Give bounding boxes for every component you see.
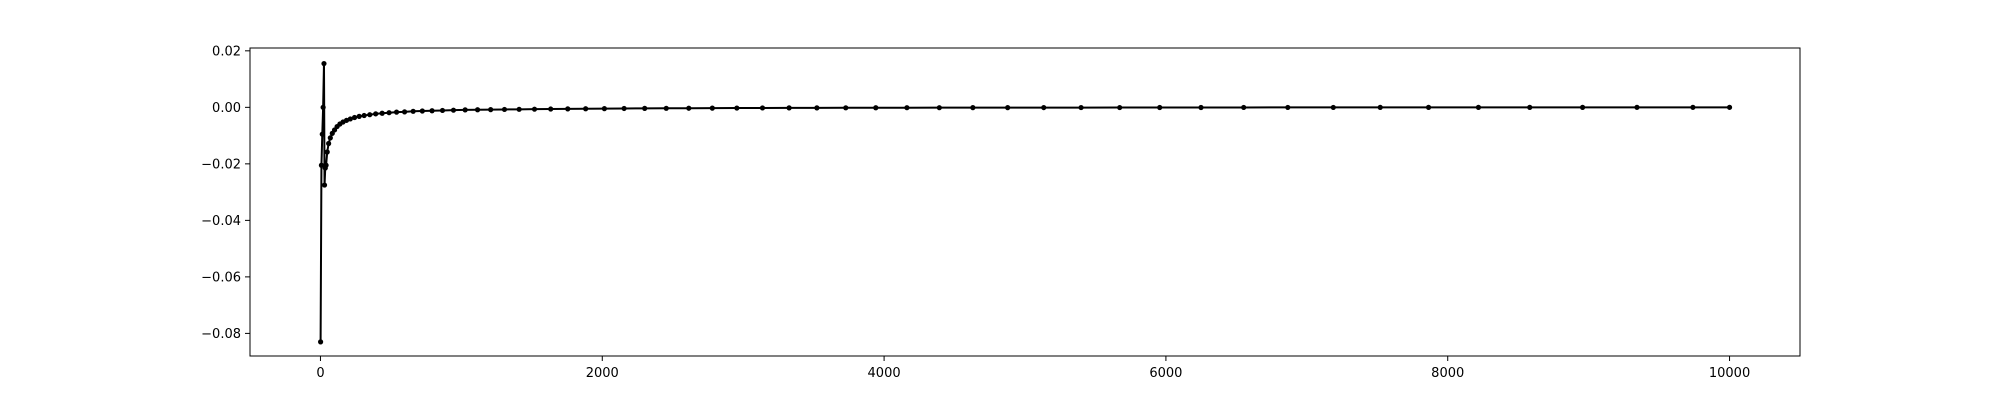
data-point bbox=[843, 105, 849, 111]
data-point bbox=[709, 105, 715, 111]
data-point bbox=[327, 135, 333, 141]
series-line bbox=[319, 62, 1730, 342]
data-point bbox=[319, 131, 325, 137]
data-point bbox=[642, 105, 648, 111]
data-point bbox=[1377, 104, 1383, 110]
data-point bbox=[904, 105, 910, 111]
x-tick-label: 2000 bbox=[586, 366, 619, 381]
data-point bbox=[488, 107, 494, 113]
x-axis: 0 2000 4000 6000 8000 10000 bbox=[316, 356, 1750, 381]
data-point bbox=[1241, 104, 1247, 111]
data-point bbox=[1285, 104, 1291, 111]
data-point bbox=[474, 107, 481, 113]
data-point bbox=[1157, 104, 1163, 111]
data-point bbox=[873, 105, 879, 111]
data-point bbox=[1330, 104, 1336, 111]
data-point bbox=[663, 105, 669, 111]
data-point bbox=[1041, 104, 1047, 111]
data-point bbox=[1690, 104, 1696, 110]
data-point bbox=[323, 162, 329, 168]
data-point bbox=[419, 108, 425, 114]
data-point bbox=[450, 107, 457, 113]
data-point bbox=[601, 106, 607, 112]
x-tick-label: 10000 bbox=[1709, 366, 1750, 381]
y-tick-label: 0.02 bbox=[212, 44, 241, 59]
data-point bbox=[1726, 104, 1733, 110]
data-point bbox=[356, 113, 362, 119]
data-point bbox=[351, 114, 358, 121]
data-point bbox=[347, 116, 353, 122]
data-point bbox=[324, 149, 330, 155]
data-point bbox=[379, 110, 385, 116]
data-point bbox=[429, 108, 435, 114]
data-point bbox=[386, 110, 392, 116]
data-point bbox=[1117, 104, 1123, 111]
data-point bbox=[814, 105, 820, 111]
data-point bbox=[936, 105, 942, 111]
data-point bbox=[373, 111, 379, 117]
x-tick-label: 0 bbox=[316, 366, 324, 381]
data-point bbox=[1475, 104, 1482, 110]
y-axis: 0.02 0.00 −0.02 −0.04 −0.06 −0.08 bbox=[201, 44, 250, 342]
y-tick-label: 0.00 bbox=[212, 101, 241, 116]
data-point bbox=[786, 105, 792, 111]
data-point bbox=[1527, 104, 1533, 110]
axes-frame bbox=[249, 47, 1801, 357]
data-point bbox=[367, 112, 373, 118]
data-point bbox=[401, 109, 408, 115]
data-point bbox=[1198, 104, 1204, 111]
data-point bbox=[1425, 104, 1432, 110]
data-point bbox=[393, 109, 400, 115]
data-point bbox=[321, 60, 327, 67]
data-point bbox=[970, 105, 976, 111]
data-point bbox=[734, 105, 740, 111]
y-tick-label: −0.06 bbox=[201, 270, 241, 285]
data-point bbox=[1579, 104, 1586, 110]
x-tick-label: 6000 bbox=[1149, 366, 1182, 381]
data-point bbox=[565, 106, 571, 112]
data-point bbox=[1078, 104, 1084, 111]
data-point bbox=[759, 105, 766, 111]
x-tick-label: 8000 bbox=[1431, 366, 1464, 381]
data-point bbox=[462, 107, 468, 113]
data-point bbox=[318, 339, 324, 345]
data-point bbox=[501, 106, 508, 113]
data-point bbox=[686, 105, 692, 111]
plot-area bbox=[318, 60, 1733, 345]
data-point bbox=[326, 140, 332, 147]
y-tick-label: −0.02 bbox=[201, 157, 241, 172]
data-point bbox=[318, 162, 325, 168]
data-point bbox=[1005, 105, 1011, 111]
data-point bbox=[439, 107, 446, 114]
data-point bbox=[516, 106, 522, 112]
data-point bbox=[531, 106, 538, 112]
data-point bbox=[410, 108, 416, 114]
data-point bbox=[548, 106, 554, 112]
data-point bbox=[320, 104, 326, 110]
data-point bbox=[621, 105, 627, 112]
y-tick-label: −0.08 bbox=[201, 327, 241, 342]
data-point bbox=[361, 112, 367, 119]
data-point bbox=[321, 182, 328, 188]
x-tick-label: 4000 bbox=[868, 366, 901, 381]
y-tick-label: −0.04 bbox=[201, 214, 241, 229]
data-point bbox=[583, 106, 589, 112]
data-point bbox=[1634, 104, 1640, 110]
